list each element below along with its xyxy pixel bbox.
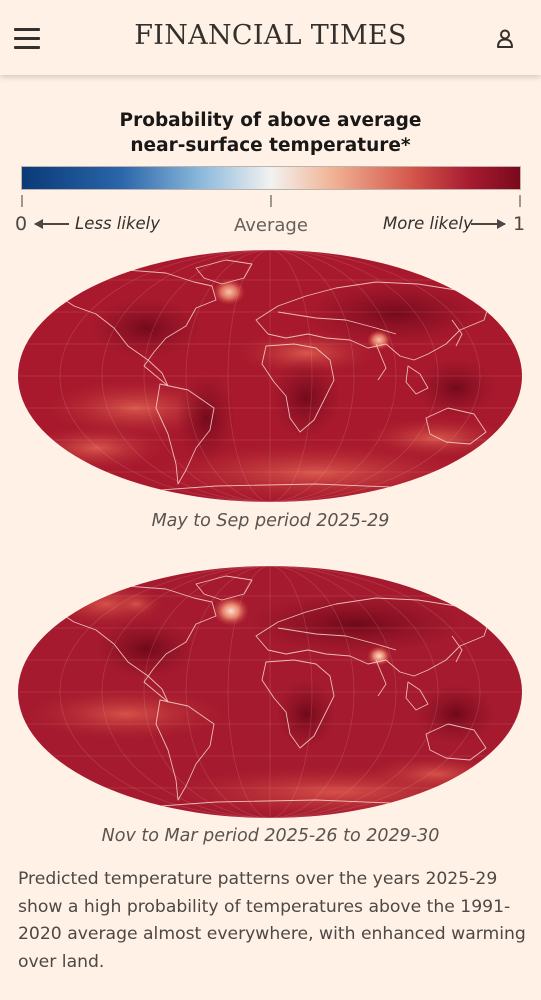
account-button[interactable] — [490, 24, 520, 54]
less-likely-label: Less likely — [75, 214, 161, 233]
scale-tick-mid — [270, 195, 272, 207]
arrow-left-icon — [34, 219, 69, 229]
arrow-right-icon — [471, 219, 506, 229]
top-header-bar: FINANCIAL TIMES — [0, 0, 541, 75]
hamburger-menu-icon-bar — [14, 37, 40, 40]
scale-tick-max — [519, 195, 521, 207]
scale-max-label: 1 — [513, 213, 526, 235]
color-scale-bar — [21, 166, 521, 190]
user-account-icon — [497, 29, 513, 48]
map-caption-may-sep: May to Sep period 2025-29 — [151, 511, 390, 531]
legend-title: Probability of above average near-surfac… — [0, 108, 541, 158]
legend-title-line-2: near-surface temperature* — [130, 135, 411, 156]
world-map-nov-mar — [18, 566, 522, 818]
hamburger-menu-icon — [14, 28, 40, 31]
map-caption-nov-mar: Nov to Mar period 2025-26 to 2029-30 — [101, 826, 440, 846]
scale-tick-min — [21, 195, 23, 207]
chart-description: Predicted temperature patterns over the … — [18, 869, 526, 972]
world-map-may-sep — [18, 250, 522, 502]
hamburger-menu-icon-bar — [14, 46, 40, 49]
scale-min-label: 0 — [15, 213, 28, 235]
menu-button[interactable] — [14, 26, 40, 50]
more-likely-label: More likely — [383, 214, 473, 233]
average-label: Average — [234, 215, 308, 236]
brand-logo-link[interactable]: FINANCIAL TIMES — [134, 20, 407, 51]
legend-title-line-1: Probability of above average — [119, 110, 422, 131]
